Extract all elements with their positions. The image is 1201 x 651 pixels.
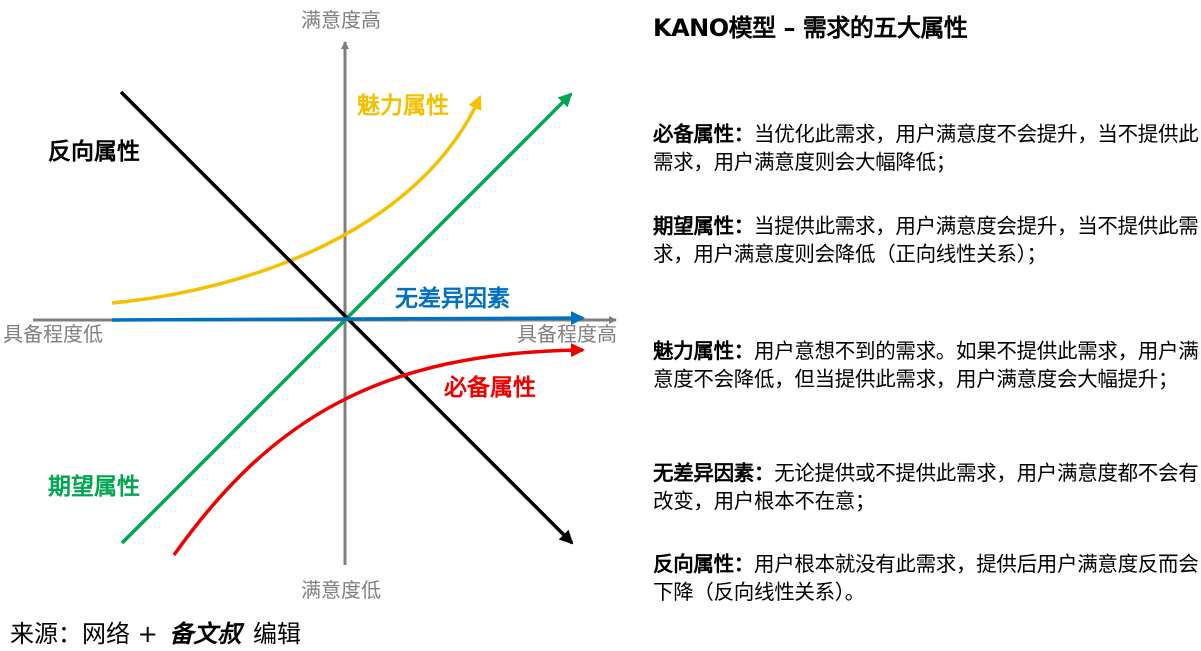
- attr-name: 反向属性：: [653, 552, 754, 576]
- must-be-description: 必备属性：当优化此需求，用户满意度不会提升，当不提供此需求，用户满意度则会大幅降…: [653, 120, 1201, 176]
- attr-name: 无差异因素：: [653, 461, 775, 485]
- source-brand: 备文叔: [169, 619, 242, 648]
- attr-name: 魅力属性：: [653, 339, 754, 363]
- attr-text: 用户意想不到的需求。如果不提供此需求，用户满意度不会降低，但当提供此需求，用户满…: [653, 339, 1199, 391]
- attr-text: 用户根本就没有此需求，提供后用户满意度反而会下降（反向线性关系）。: [653, 552, 1199, 604]
- x-axis-left-label: 具备程度低: [3, 322, 103, 346]
- kano-diagram: 满意度高 满意度低 具备程度低 具备程度高 魅力属性 反向属性 无差异因素 必备…: [3, 8, 617, 602]
- panel-title: KANO模型 – 需求的五大属性: [653, 14, 968, 42]
- attr-text: 无论提供或不提供此需求，用户满意度都不会有改变，用户根本不在意；: [653, 461, 1199, 513]
- attr-text: 当优化此需求，用户满意度不会提升，当不提供此需求，用户满意度则会大幅降低；: [653, 122, 1199, 174]
- performance-description: 期望属性：当提供此需求，用户满意度会提升，当不提供此需求，用户满意度则会降低（正…: [653, 212, 1201, 268]
- source-prefix: 来源：网络 +: [10, 620, 158, 648]
- charm-curve: [111, 95, 482, 305]
- x-axis-right-label: 具备程度高: [517, 322, 617, 346]
- indifferent-label: 无差异因素: [395, 285, 510, 312]
- must-be-label: 必备属性: [444, 374, 536, 401]
- attr-name: 必备属性：: [653, 122, 754, 146]
- source-suffix: 编辑: [253, 620, 302, 648]
- must-be-curve: [172, 343, 585, 557]
- charm-label: 魅力属性: [357, 92, 449, 119]
- reverse-label: 反向属性: [48, 138, 140, 165]
- y-axis-bottom-label: 满意度低: [301, 578, 381, 602]
- reverse-description: 反向属性：用户根本就没有此需求，提供后用户满意度反而会下降（反向线性关系）。: [653, 550, 1201, 606]
- attr-name: 期望属性：: [653, 214, 754, 238]
- indifferent-line: [111, 311, 585, 326]
- charm-description: 魅力属性：用户意想不到的需求。如果不提供此需求，用户满意度不会降低，但当提供此需…: [653, 337, 1201, 393]
- indifferent-description: 无差异因素：无论提供或不提供此需求，用户满意度都不会有改变，用户根本不在意；: [653, 459, 1201, 515]
- source-line: 来源：网络 + 备文叔 编辑: [10, 618, 301, 650]
- attr-text: 当提供此需求，用户满意度会提升，当不提供此需求，用户满意度则会降低（正向线性关系…: [653, 214, 1199, 266]
- y-axis-top-label: 满意度高: [301, 8, 381, 32]
- performance-label: 期望属性: [48, 474, 140, 500]
